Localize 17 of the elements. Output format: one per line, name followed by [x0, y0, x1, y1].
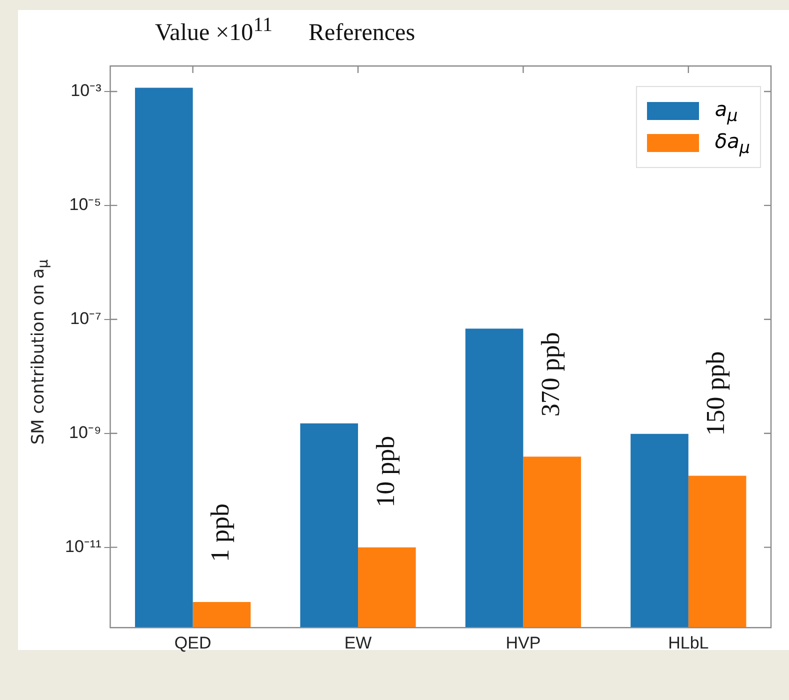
annotation: 370 ppb: [536, 332, 565, 417]
y-tick-label: 10⁻³: [70, 81, 102, 100]
legend-label: a$_{μ}$: [714, 97, 738, 125]
y-tick-label: 10⁻¹¹: [64, 537, 102, 556]
annotation: 10 ppb: [370, 436, 400, 508]
x-tick-label: EW: [344, 633, 372, 652]
annotation: 150 ppb: [701, 351, 730, 436]
x-tick-label: HVP: [506, 633, 541, 652]
text: References: [308, 20, 416, 46]
x-tick-label: QED: [174, 633, 212, 652]
y-tick-label: 10⁻⁵: [69, 195, 102, 214]
text: Value ×10$^{11}$: [155, 14, 272, 46]
y-tick-label: 10⁻⁹: [69, 423, 102, 442]
annotation: 1 ppb: [206, 503, 235, 562]
legend-label: δa$_{μ}$: [714, 129, 750, 157]
y-tick-label: 10⁻⁷: [70, 309, 102, 328]
x-tick-label: HLbL: [668, 633, 709, 652]
